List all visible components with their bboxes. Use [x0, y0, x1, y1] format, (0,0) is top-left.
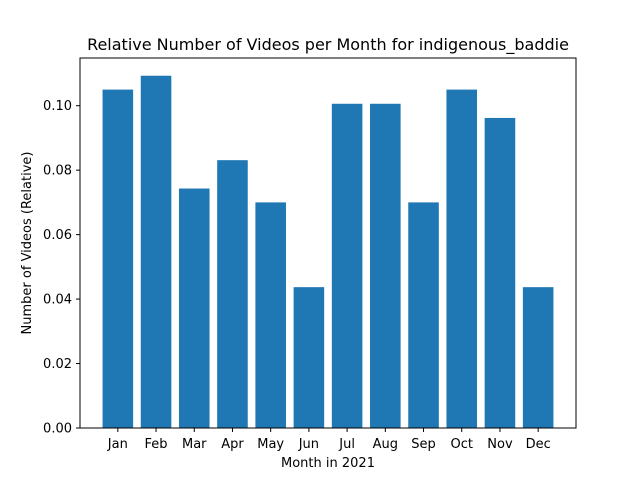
x-tick-label: Apr: [221, 437, 244, 452]
bar-nov: [484, 117, 516, 428]
bar-feb: [140, 75, 172, 428]
y-axis-label: Number of Videos (Relative): [20, 152, 35, 335]
x-tick-label: Oct: [450, 437, 472, 452]
x-tick-label: Aug: [373, 437, 398, 452]
x-tick-label: Mar: [182, 437, 207, 452]
x-tick-label: Jun: [298, 437, 319, 452]
chart-title: Relative Number of Videos per Month for …: [87, 35, 569, 55]
y-axis-ticks: 0.00 0.02 0.04 0.06 0.08 0.10: [43, 99, 80, 437]
bar-apr: [217, 160, 248, 429]
x-tick-label: Dec: [526, 437, 551, 452]
x-tick-label: Sep: [411, 437, 436, 452]
bar-jan: [102, 89, 134, 428]
y-tick-label: 0.02: [43, 357, 72, 372]
y-tick-label: 0.04: [43, 293, 72, 308]
bar-may: [255, 202, 286, 428]
x-tick-label: May: [257, 437, 284, 452]
x-tick-label: Jan: [107, 437, 128, 452]
plot-frame: [79, 57, 577, 429]
x-tick-label: Jul: [338, 437, 355, 452]
bar-dec: [522, 287, 554, 428]
x-axis-ticks: Jan Feb Mar Apr May Jun Jul Aug Sep Oct Nov Dec: [107, 428, 551, 452]
bar-mar: [178, 188, 210, 428]
x-tick-label: Nov: [487, 437, 513, 452]
y-tick-label: 0.10: [43, 99, 72, 114]
x-axis-label: Month in 2021: [281, 456, 375, 471]
x-tick-label: Feb: [145, 437, 168, 452]
y-tick-label: 0.06: [43, 228, 72, 243]
bars-group: [102, 75, 554, 429]
bar-jun: [293, 287, 325, 428]
y-tick-label: 0.00: [43, 422, 72, 437]
bar-oct: [446, 89, 478, 428]
bar-jul: [331, 103, 363, 429]
y-tick-label: 0.08: [43, 164, 72, 179]
bar-sep: [408, 202, 439, 428]
bar-aug: [370, 103, 401, 429]
